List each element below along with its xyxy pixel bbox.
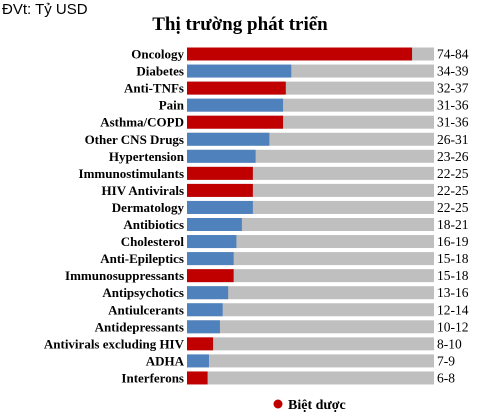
- bar: [187, 354, 209, 368]
- bar: [187, 252, 234, 266]
- category-label: Other CNS Drugs: [85, 132, 184, 147]
- value-label: 22-25: [437, 183, 469, 198]
- value-label: 22-25: [437, 200, 469, 215]
- legend-marker: [273, 399, 283, 409]
- value-label: 31-36: [437, 115, 469, 130]
- value-label: 18-21: [437, 217, 469, 232]
- value-label: 16-19: [437, 234, 469, 249]
- value-label: 15-18: [437, 251, 469, 266]
- legend-label: Biệt dược: [288, 398, 346, 413]
- bar: [187, 218, 242, 231]
- category-label: Antidepressants: [95, 319, 184, 334]
- value-label: 10-12: [437, 319, 469, 334]
- value-label: 6-8: [437, 370, 455, 385]
- bar: [187, 183, 253, 197]
- bar-track: [187, 269, 434, 283]
- category-label: Antiulcerants: [108, 302, 184, 317]
- bar: [187, 166, 253, 180]
- bar-track: [187, 371, 434, 385]
- value-label: 12-14: [437, 302, 469, 317]
- value-label: 31-36: [437, 98, 469, 113]
- bar-track: [187, 235, 434, 249]
- value-label: 13-16: [437, 285, 469, 300]
- value-label: 8-10: [437, 336, 462, 351]
- category-label: Oncology: [131, 47, 184, 62]
- bar: [187, 64, 292, 78]
- bar: [187, 47, 413, 61]
- category-label: Immunosuppressants: [65, 268, 184, 283]
- bar: [187, 149, 256, 163]
- value-label: 74-84: [437, 47, 469, 62]
- bar: [187, 200, 253, 214]
- chart-title: Thị trường phát triển: [152, 14, 328, 35]
- category-label: Anti-TNFs: [124, 81, 184, 96]
- bar-track: [187, 337, 434, 351]
- category-label: Diabetes: [136, 64, 184, 79]
- bar: [187, 115, 284, 129]
- category-label: Interferons: [121, 370, 184, 385]
- category-label: ADHA: [146, 353, 185, 368]
- bar-track: [187, 252, 434, 266]
- bar: [187, 81, 286, 95]
- unit-label: ĐVt: Tỷ USD: [2, 1, 88, 18]
- value-label: 34-39: [437, 64, 469, 79]
- value-label: 26-31: [437, 132, 469, 147]
- category-label: Pain: [159, 98, 185, 113]
- category-label: Hypertension: [109, 149, 185, 164]
- bar-track: [187, 303, 434, 317]
- category-label: Antivirals excluding HIV: [44, 336, 185, 351]
- bar: [187, 269, 234, 283]
- category-label: Dermatology: [112, 200, 185, 215]
- bar-track: [187, 286, 434, 300]
- value-label: 32-37: [437, 81, 469, 96]
- bar: [187, 132, 270, 146]
- bar-track: [187, 320, 434, 334]
- bar: [187, 235, 237, 249]
- value-label: 7-9: [437, 353, 455, 368]
- bar-track: [187, 354, 434, 368]
- value-label: 22-25: [437, 166, 469, 181]
- bar: [187, 320, 220, 334]
- category-label: Antibiotics: [123, 217, 184, 232]
- bar: [187, 371, 208, 385]
- bar: [187, 337, 214, 351]
- category-label: Immunostimulants: [79, 166, 184, 181]
- category-label: HIV Antivirals: [102, 183, 184, 198]
- value-label: 15-18: [437, 268, 469, 283]
- bar-track: [187, 218, 434, 231]
- category-label: Anti-Epileptics: [100, 251, 184, 266]
- bar: [187, 303, 223, 317]
- category-label: Cholesterol: [121, 234, 185, 249]
- value-label: 23-26: [437, 149, 469, 164]
- category-label: Asthma/COPD: [100, 115, 184, 130]
- bar: [187, 286, 229, 300]
- bar: [187, 98, 284, 112]
- category-label: Antipsychotics: [102, 285, 184, 300]
